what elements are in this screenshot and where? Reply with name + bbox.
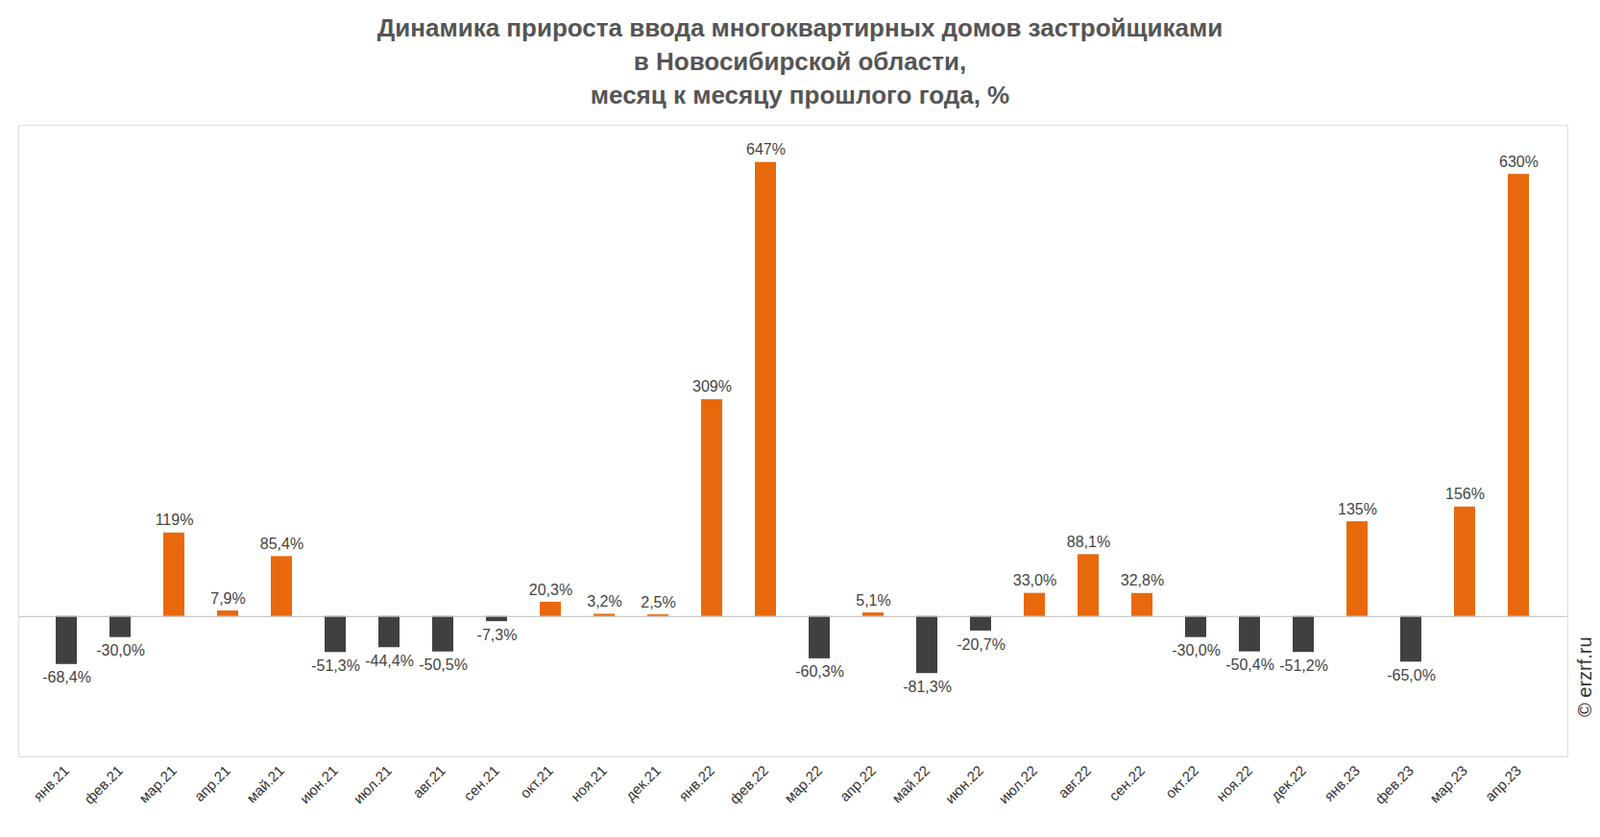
svg-text:33,0%: 33,0% — [1013, 572, 1057, 589]
svg-text:май.22: май.22 — [888, 762, 933, 807]
svg-text:-51,2%: -51,2% — [1279, 657, 1329, 675]
svg-text:-81,3%: -81,3% — [902, 678, 952, 696]
svg-text:-44,4%: -44,4% — [364, 653, 414, 670]
svg-text:янв.21: янв.21 — [29, 762, 73, 805]
svg-text:-65,0%: -65,0% — [1386, 667, 1436, 684]
svg-text:-30,0%: -30,0% — [96, 642, 146, 659]
svg-text:-50,4%: -50,4% — [1225, 656, 1275, 674]
svg-text:-20,7%: -20,7% — [956, 636, 1006, 654]
svg-text:88,1%: 88,1% — [1066, 533, 1111, 551]
svg-text:апр.23: апр.23 — [1481, 762, 1525, 805]
svg-text:-30,0%: -30,0% — [1171, 642, 1221, 659]
svg-text:647%: 647% — [746, 141, 786, 158]
svg-text:окт.21: окт.21 — [516, 762, 557, 802]
svg-text:мар.22: мар.22 — [780, 762, 825, 807]
svg-text:ноя.21: ноя.21 — [567, 762, 610, 805]
svg-text:309%: 309% — [692, 378, 732, 395]
svg-text:апр.21: апр.21 — [191, 762, 234, 805]
html-text:© erzrf.ru: © erzrf.ru — [1574, 637, 1596, 718]
svg-text:апр.22: апр.22 — [836, 762, 879, 805]
svg-text:фев.21: фев.21 — [80, 762, 126, 808]
svg-text:авг.21: авг.21 — [409, 762, 449, 802]
svg-text:сен.22: сен.22 — [1105, 762, 1148, 805]
svg-text:янв.22: янв.22 — [675, 762, 718, 805]
svg-text:-50,5%: -50,5% — [418, 656, 468, 674]
svg-text:янв.23: янв.23 — [1320, 762, 1363, 805]
svg-text:-7,3%: -7,3% — [477, 627, 518, 644]
svg-text:20,3%: 20,3% — [529, 581, 573, 599]
svg-text:ноя.22: ноя.22 — [1212, 762, 1256, 805]
svg-text:-60,3%: -60,3% — [795, 663, 845, 680]
svg-text:85,4%: 85,4% — [260, 535, 304, 553]
svg-text:фев.23: фев.23 — [1371, 762, 1417, 808]
svg-text:фев.22: фев.22 — [726, 762, 772, 808]
svg-text:-68,4%: -68,4% — [42, 669, 92, 686]
svg-text:2,5%: 2,5% — [640, 594, 676, 611]
svg-text:июл.22: июл.22 — [994, 762, 1041, 808]
html-text:Динамика прироста ввода многок: Динамика прироста ввода многоквартирных … — [377, 13, 1223, 110]
svg-text:май.21: май.21 — [242, 762, 288, 807]
svg-text:630%: 630% — [1499, 153, 1539, 170]
svg-text:-51,3%: -51,3% — [311, 657, 361, 675]
svg-text:мар.21: мар.21 — [135, 762, 180, 807]
svg-text:дек.22: дек.22 — [1267, 762, 1310, 804]
svg-text:135%: 135% — [1337, 501, 1378, 518]
svg-text:3,2%: 3,2% — [586, 593, 622, 610]
svg-text:авг.22: авг.22 — [1054, 762, 1094, 802]
svg-text:32,8%: 32,8% — [1120, 572, 1164, 589]
svg-text:7,9%: 7,9% — [210, 590, 245, 607]
svg-text:июн.21: июн.21 — [296, 762, 342, 808]
svg-text:5,1%: 5,1% — [855, 592, 891, 609]
svg-text:дек.21: дек.21 — [622, 762, 664, 804]
svg-text:сен.21: сен.21 — [460, 762, 503, 805]
svg-text:июн.22: июн.22 — [942, 762, 988, 808]
svg-text:119%: 119% — [155, 511, 194, 529]
svg-text:156%: 156% — [1445, 485, 1485, 503]
svg-text:июл.21: июл.21 — [349, 762, 395, 808]
svg-text:мар.23: мар.23 — [1426, 762, 1471, 807]
svg-text:окт.22: окт.22 — [1162, 762, 1202, 802]
